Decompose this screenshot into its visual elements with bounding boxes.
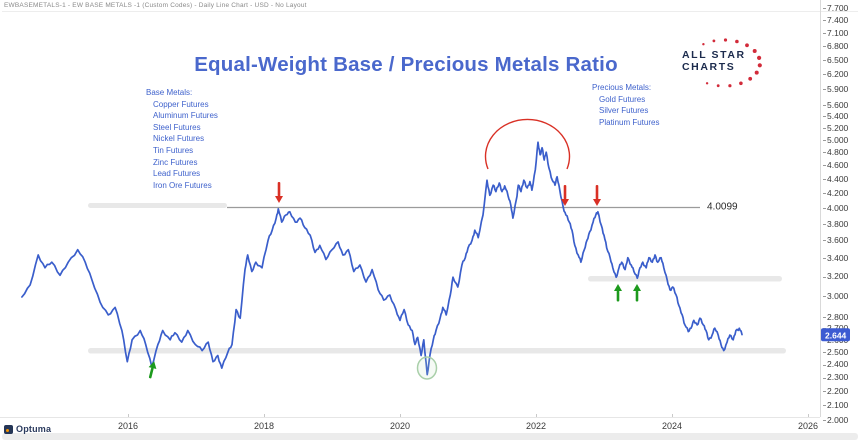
price-axis-tick: 2.400 — [823, 359, 848, 369]
logo-dot — [712, 39, 716, 43]
legend-item: Nickel Futures — [153, 134, 205, 144]
time-axis-tick: 2024 — [661, 421, 683, 431]
logo-dot — [745, 43, 749, 48]
chart-code-titlebar: EWBASEMETALS-1 - EW BASE METALS -1 (Cust… — [4, 2, 307, 9]
legend-item: Platinum Futures — [599, 117, 660, 127]
price-axis-tick: 7.400 — [823, 15, 848, 25]
price-axis-tick: 5.200 — [823, 123, 848, 133]
logo-dot — [748, 76, 753, 81]
timeline-scrollbar[interactable] — [2, 433, 858, 440]
price-axis-tick: 5.400 — [823, 111, 848, 121]
logo-dot — [757, 63, 762, 68]
time-axis-tick-mark — [400, 414, 401, 417]
logo-text-line2: CHARTS — [682, 61, 736, 73]
logo-dot — [702, 43, 705, 46]
red-arc-annotation[interactable] — [484, 118, 571, 170]
support-resistance-band — [88, 203, 227, 208]
red-down-arrow-annotation[interactable] — [561, 185, 569, 206]
logo-dot — [705, 82, 709, 85]
price-axis-tick: 6.800 — [823, 41, 848, 51]
price-axis-tick: 2.300 — [823, 372, 848, 382]
logo-dot — [723, 38, 728, 42]
price-axis-tick: 2.800 — [823, 312, 848, 322]
price-axis[interactable]: 7.700 7.400 7.100 6.800 6.500 6.200 5.900 5.600… — [820, 0, 860, 425]
red-down-arrow-annotation[interactable] — [275, 182, 283, 203]
price-axis-tick: 4.200 — [823, 188, 848, 198]
last-price-badge: 2.644 — [821, 327, 851, 342]
time-axis-tick: 2018 — [253, 421, 275, 431]
price-axis-tick: 2.200 — [823, 386, 848, 396]
price-axis-tick: 4.400 — [823, 174, 848, 184]
time-axis-tick-mark — [536, 414, 537, 417]
ratio-price-line[interactable] — [21, 141, 743, 376]
time-axis-tick-mark — [808, 414, 809, 417]
logo-dot — [739, 81, 743, 86]
price-axis-tick: 5.600 — [823, 100, 848, 110]
logo-dot — [735, 39, 739, 44]
price-axis-tick: 3.800 — [823, 219, 848, 229]
chart-title: Equal-Weight Base / Precious Metals Rati… — [194, 53, 618, 76]
legend-precious-metals: Precious Metals: Gold Futures Silver Futu… — [592, 82, 659, 128]
logo-dot — [728, 84, 732, 88]
legend-item: Silver Futures — [599, 106, 649, 116]
time-axis-tick-mark — [128, 414, 129, 417]
price-axis-tick: 2.000 — [823, 415, 848, 425]
price-axis-tick: 4.000 — [823, 203, 848, 213]
time-axis-tick: 2016 — [117, 421, 139, 431]
price-axis-tick: 3.600 — [823, 235, 848, 245]
time-axis-tick: 2020 — [389, 421, 411, 431]
logo-text-line1: ALL STAR — [682, 49, 746, 61]
legend-base-metals-header: Base Metals: — [146, 88, 193, 97]
logo-star-dots-icon — [702, 38, 762, 88]
price-axis-tick: 3.400 — [823, 253, 848, 263]
legend-item: Zinc Futures — [153, 157, 198, 167]
legend-base-metals: Base Metals: Copper Futures Aluminum Futu… — [146, 87, 218, 191]
support-resistance-band — [88, 348, 786, 354]
price-axis-tick: 6.500 — [823, 55, 848, 65]
all-star-charts-logo: ALL STAR CHARTS — [674, 36, 770, 90]
legend-precious-metals-header: Precious Metals: — [592, 83, 652, 92]
legend-item: Aluminum Futures — [153, 111, 218, 121]
reference-level-label: 4.0099 — [707, 201, 738, 213]
frame-top-border — [2, 11, 858, 12]
green-up-arrow-annotation[interactable] — [614, 284, 622, 302]
green-up-arrow-annotation[interactable] — [633, 284, 641, 302]
time-axis-tick-mark — [672, 414, 673, 417]
green-circle-annotation[interactable] — [416, 356, 438, 380]
price-axis-tick: 5.900 — [823, 84, 848, 94]
optuma-logo-text: Optuma — [16, 424, 52, 434]
price-axis-tick: 7.100 — [823, 28, 848, 38]
optuma-logo-icon — [4, 424, 13, 434]
time-axis-tick: 2026 — [797, 421, 819, 431]
legend-item: Tin Futures — [153, 145, 194, 155]
legend-item: Iron Ore Futures — [153, 180, 212, 190]
time-axis-tick-mark — [264, 414, 265, 417]
price-axis-tick: 2.500 — [823, 347, 848, 357]
price-axis-tick: 6.200 — [823, 69, 848, 79]
optuma-watermark: Optuma — [4, 424, 51, 434]
price-axis-tick: 4.600 — [823, 160, 848, 170]
legend-item: Gold Futures — [599, 94, 646, 104]
price-axis-tick: 3.200 — [823, 271, 848, 281]
logo-dot — [754, 70, 759, 75]
logo-dot — [752, 49, 757, 53]
price-axis-tick: 7.700 — [823, 3, 848, 13]
time-axis-tick: 2022 — [525, 421, 547, 431]
price-axis-tick: 5.000 — [823, 135, 848, 145]
legend-item: Copper Futures — [153, 99, 209, 109]
logo-dot — [716, 84, 720, 88]
time-axis-line — [0, 417, 820, 418]
logo-dot — [757, 55, 762, 60]
green-up-arrow-annotation[interactable] — [146, 360, 158, 379]
price-axis-tick: 4.800 — [823, 147, 848, 157]
price-axis-tick: 3.000 — [823, 291, 848, 301]
legend-item: Lead Futures — [153, 169, 201, 179]
legend-item: Steel Futures — [153, 122, 201, 132]
price-axis-tick: 2.100 — [823, 400, 848, 410]
red-down-arrow-annotation[interactable] — [593, 185, 601, 206]
